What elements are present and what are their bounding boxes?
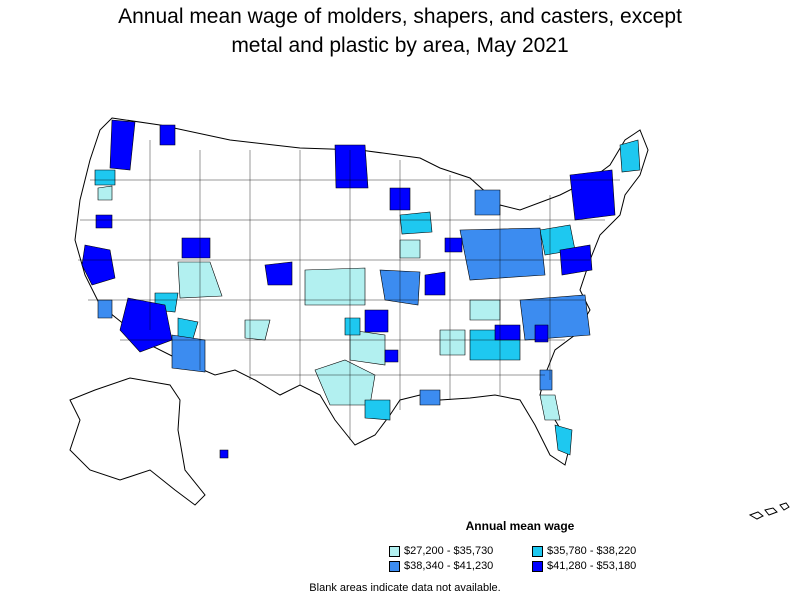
legend-label-tier-2: $35,780 - $38,220 [547, 545, 637, 557]
legend-swatch-tier-2 [532, 545, 543, 557]
legend-item-tier-2: $35,780 - $38,220 [532, 545, 636, 557]
legend-item-tier-3: $38,340 - $41,230 [389, 560, 493, 572]
alaska-outline [69, 377, 206, 506]
legend-item-tier-4: $41,280 - $53,180 [532, 560, 636, 572]
legend-swatch-tier-4 [532, 560, 543, 572]
wage-tier-3-regions [97, 189, 591, 406]
legend-swatch-tier-1 [389, 545, 400, 557]
hawaii-islands [748, 502, 790, 520]
legend-label-tier-4: $41,280 - $53,180 [547, 560, 637, 572]
map-title-line-2: metal and plastic by area, May 2021 [231, 34, 569, 57]
area-boundaries [78, 140, 620, 440]
map-title-line-1: Annual mean wage of molders, shapers, an… [118, 5, 682, 28]
blank-areas-note: Blank areas indicate data not available. [309, 582, 501, 594]
wage-tier-4-regions [81, 119, 616, 459]
wage-tier-2-regions [94, 139, 641, 456]
legend-swatch-tier-3 [389, 560, 400, 572]
legend-label-tier-3: $38,340 - $41,230 [404, 560, 494, 572]
legend-title: Annual mean wage [465, 519, 575, 533]
map-title: Annual mean wage of molders, shapers, an… [0, 2, 800, 60]
legend-label-tier-1: $27,200 - $35,730 [404, 545, 494, 557]
legend-item-tier-1: $27,200 - $35,730 [389, 545, 493, 557]
